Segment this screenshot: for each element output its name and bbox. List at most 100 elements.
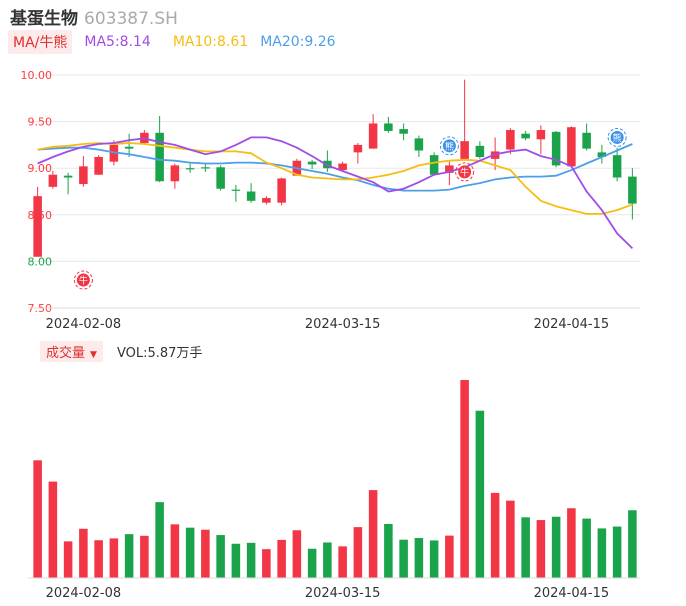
candle-body: [384, 123, 393, 131]
volume-bar: [445, 535, 454, 578]
candle-body: [94, 157, 103, 175]
y-tick-label: 8.00: [28, 255, 53, 268]
volume-bar: [567, 508, 576, 578]
volume-bar: [506, 500, 515, 578]
candle-body: [63, 175, 73, 178]
candle-body: [551, 131, 561, 166]
candle-body: [79, 166, 88, 185]
title-row: 基蛋生物 603387.SH: [10, 4, 178, 29]
ma20-line: [37, 143, 633, 192]
candle-body: [445, 165, 454, 173]
candle-body: [521, 133, 530, 139]
volume-bar: [521, 517, 530, 578]
volume-bar: [384, 523, 393, 578]
candle-body: [201, 167, 210, 169]
volume-bar: [185, 527, 195, 578]
volume-bar: [277, 539, 286, 578]
y-tick-label: 9.00: [28, 162, 53, 175]
candle-body: [399, 129, 408, 134]
y-tick-label: 9.50: [28, 116, 53, 129]
volume-toggle-label: 成交量: [46, 345, 86, 361]
ma10-label: MA10:8.61: [172, 34, 249, 50]
candle-body: [506, 129, 515, 150]
bear-marker-ring: [607, 127, 627, 147]
bull-marker-label: 牛: [460, 166, 469, 178]
candle-body: [536, 129, 546, 140]
volume-bar: [536, 520, 546, 578]
candle-body: [170, 165, 180, 182]
candle-body: [612, 155, 622, 178]
volume-bar: [109, 538, 119, 578]
ma10-line: [37, 142, 633, 215]
ma5-line: [37, 136, 634, 250]
y-tick-label: 10.00: [21, 69, 53, 82]
volume-bar: [262, 549, 271, 578]
volume-legend: 成交量 ▼ VOL:5.87万手: [40, 340, 203, 362]
candle-body: [124, 146, 134, 149]
caret-down-icon: ▼: [90, 349, 97, 360]
candle-body: [216, 167, 225, 189]
volume-bar: [231, 543, 241, 578]
volume-bar: [48, 481, 58, 578]
candle-body: [628, 176, 637, 204]
volume-bar: [323, 542, 332, 578]
candle-body: [277, 178, 286, 203]
candle-body: [338, 163, 347, 171]
volume-bar: [63, 541, 73, 578]
volume-bar: [414, 538, 424, 578]
candle-body: [582, 132, 591, 149]
candle-body: [567, 127, 576, 167]
volume-bar: [201, 529, 210, 578]
volume-x-tick-label: 2024-03-15: [305, 586, 381, 601]
volume-bar: [475, 410, 485, 578]
volume-bar: [429, 540, 439, 578]
x-tick-label: 2024-03-15: [305, 317, 381, 332]
bear-marker-ring: [439, 136, 459, 156]
volume-bar: [597, 528, 607, 578]
candle-body: [185, 168, 195, 170]
ma-toggle-button[interactable]: MA/牛熊: [8, 30, 73, 54]
volume-bar: [79, 528, 88, 578]
volume-bar: [94, 540, 103, 578]
bull-marker: [458, 165, 472, 179]
volume-toggle-button[interactable]: 成交量 ▼: [40, 340, 103, 362]
volume-x-tick-label: 2024-04-15: [534, 586, 610, 601]
candle-body: [48, 174, 58, 187]
ma20-label: MA20:9.26: [260, 34, 336, 50]
volume-bar: [338, 546, 347, 578]
stock-code: 603387.SH: [84, 9, 178, 29]
volume-bar: [612, 526, 622, 578]
volume-bar: [582, 518, 591, 578]
bull-marker-ring: [73, 270, 93, 290]
volume-bar: [307, 548, 317, 578]
volume-bar: [292, 530, 302, 578]
candle-body: [368, 123, 378, 149]
candle-body: [429, 155, 439, 175]
volume-value: VOL:5.87万手: [116, 345, 203, 361]
bull-marker: [76, 273, 90, 287]
volume-bar: [399, 539, 408, 578]
candle-body: [155, 132, 164, 182]
bull-marker-ring: [455, 162, 475, 182]
volume-bar: [124, 534, 134, 578]
bear-marker-label: 熊: [613, 132, 622, 144]
volume-bar: [140, 535, 149, 578]
volume-bar: [155, 502, 164, 578]
volume-bar: [368, 490, 378, 578]
volume-bar: [170, 524, 180, 578]
x-tick-label: 2024-04-15: [534, 317, 610, 332]
candle-body: [246, 191, 256, 201]
volume-bar: [33, 460, 42, 578]
volume-bar: [628, 510, 637, 578]
volume-bar: [216, 535, 225, 578]
candle-body: [307, 161, 317, 165]
candle-body: [460, 141, 469, 159]
volume-bar: [246, 542, 256, 578]
volume-bar: [460, 380, 469, 578]
bear-marker-label: 熊: [445, 140, 454, 152]
candle-body: [231, 189, 241, 191]
bear-marker: [442, 139, 456, 153]
volume-x-tick-label: 2024-02-08: [46, 586, 122, 601]
volume-bar: [490, 492, 500, 578]
